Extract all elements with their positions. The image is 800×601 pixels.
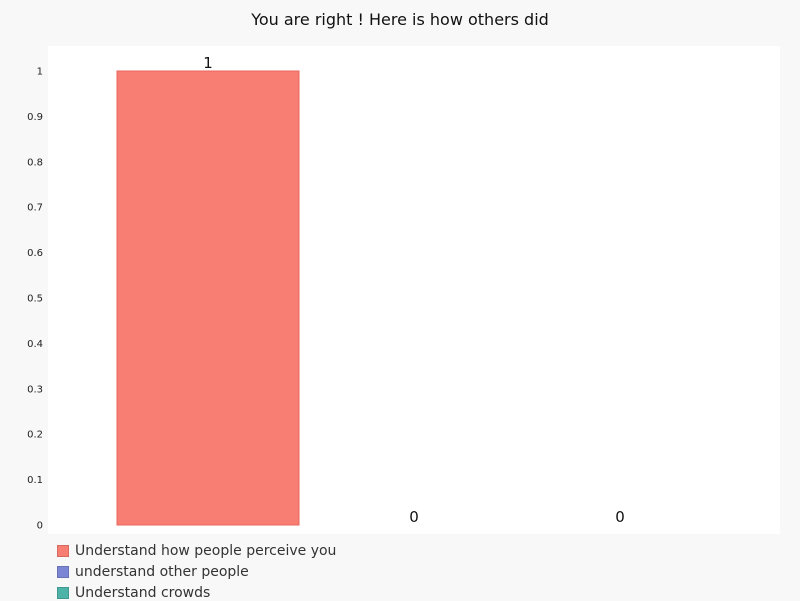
- y-tick-label: 0.4: [27, 339, 43, 350]
- legend-swatch: [57, 587, 69, 599]
- y-tick-label: 0.9: [27, 112, 43, 123]
- y-tick-label: 0.7: [27, 203, 43, 214]
- legend-item[interactable]: Understand crowds: [57, 585, 423, 601]
- y-tick-label: 0.5: [27, 294, 43, 305]
- y-axis-ticks: 0 0.1 0.2 0.3 0.4 0.5 0.6 0.7 0.8 0.9 1: [27, 67, 43, 532]
- y-tick-label: 0.2: [27, 430, 43, 441]
- y-tick-label: 0.6: [27, 248, 43, 259]
- bar-data-label: 0: [615, 508, 625, 526]
- legend-item[interactable]: Understand how people perceive you: [57, 543, 423, 559]
- y-tick-label: 0.3: [27, 384, 43, 395]
- bar[interactable]: [116, 70, 300, 526]
- legend-label: Understand how people perceive you: [75, 543, 337, 559]
- y-tick-label: 0: [37, 521, 43, 532]
- y-tick-label: 0.1: [27, 475, 43, 486]
- legend-swatch: [57, 545, 69, 557]
- chart-title: You are right ! Here is how others did: [251, 10, 549, 29]
- legend: Understand how people perceive you unders…: [57, 543, 777, 601]
- bar-data-label: 0: [409, 508, 419, 526]
- y-tick-label: 1: [37, 67, 43, 78]
- bar-data-label: 1: [203, 54, 213, 72]
- bars: [116, 70, 300, 526]
- legend-label: Understand crowds: [75, 585, 211, 601]
- bar-data-labels: 1 0 0: [203, 54, 625, 526]
- legend-label: understand other people: [75, 564, 249, 580]
- legend-item[interactable]: understand other people: [57, 564, 423, 580]
- legend-swatch: [57, 566, 69, 578]
- y-tick-label: 0.8: [27, 157, 43, 168]
